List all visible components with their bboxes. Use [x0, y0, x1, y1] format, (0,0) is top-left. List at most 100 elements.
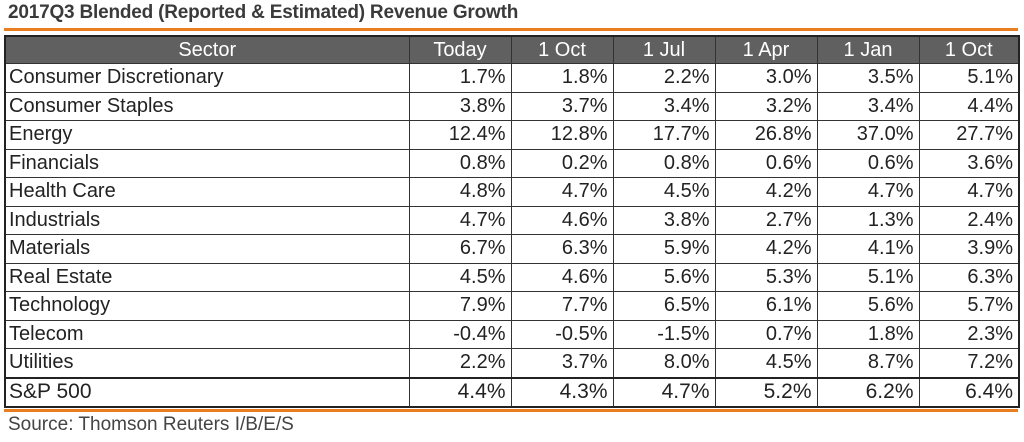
value-cell: 4.2%: [714, 177, 818, 207]
value-cell: 1.8%: [816, 319, 920, 349]
value-cell: 4.5%: [612, 177, 716, 207]
value-cell: 7.9%: [408, 291, 512, 321]
value-cell: 6.2%: [816, 376, 920, 408]
table-row: Energy 12.4% 12.8% 17.7% 26.8% 37.0% 27.7%: [4, 120, 1020, 150]
value-cell: 5.1%: [816, 262, 920, 292]
table-row: Utilities 2.2% 3.7% 8.0% 4.5% 8.7% 7.2%: [4, 348, 1020, 378]
sector-cell: Energy: [4, 120, 410, 150]
value-cell: 17.7%: [612, 120, 716, 150]
value-cell: 26.8%: [714, 120, 818, 150]
value-cell: 4.1%: [816, 234, 920, 264]
value-cell: 5.1%: [918, 63, 1020, 93]
value-cell: 4.5%: [408, 262, 512, 292]
value-cell: 7.2%: [918, 348, 1020, 378]
bottom-accent-rule: [4, 409, 1018, 412]
revenue-growth-table: Sector Today 1 Oct 1 Jul 1 Apr 1 Jan 1 Oct Con…: [4, 35, 1020, 408]
value-cell: 4.4%: [408, 376, 512, 408]
value-cell: 3.6%: [918, 148, 1020, 178]
column-header-4: 1 Apr: [714, 35, 818, 64]
value-cell: 5.6%: [612, 262, 716, 292]
table-row: Consumer Discretionary 1.7% 1.8% 2.2% 3.0% 3.…: [4, 63, 1020, 93]
value-cell: 6.7%: [408, 234, 512, 264]
value-cell: 0.8%: [612, 148, 716, 178]
value-cell: 3.5%: [816, 63, 920, 93]
table-row: S&P 500 4.4% 4.3% 4.7% 5.2% 6.2% 6.4%: [4, 376, 1020, 408]
table-row: Industrials 4.7% 4.6% 3.8% 2.7% 1.3% 2.4%: [4, 205, 1020, 235]
sector-cell: Real Estate: [4, 262, 410, 292]
value-cell: 2.2%: [408, 348, 512, 378]
value-cell: 5.7%: [918, 291, 1020, 321]
sector-cell: Financials: [4, 148, 410, 178]
table-title: 2017Q3 Blended (Reported & Estimated) Re…: [8, 2, 519, 23]
value-cell: 5.6%: [816, 291, 920, 321]
value-cell: 12.8%: [510, 120, 614, 150]
value-cell: 4.4%: [918, 91, 1020, 121]
value-cell: 2.2%: [612, 63, 716, 93]
value-cell: -0.5%: [510, 319, 614, 349]
value-cell: 3.4%: [612, 91, 716, 121]
value-cell: 3.9%: [918, 234, 1020, 264]
table-row: Health Care 4.8% 4.7% 4.5% 4.2% 4.7% 4.7%: [4, 177, 1020, 207]
value-cell: 0.8%: [408, 148, 512, 178]
value-cell: 3.7%: [510, 348, 614, 378]
value-cell: 0.6%: [714, 148, 818, 178]
value-cell: 3.0%: [714, 63, 818, 93]
value-cell: 4.5%: [714, 348, 818, 378]
value-cell: 4.8%: [408, 177, 512, 207]
value-cell: 4.7%: [918, 177, 1020, 207]
value-cell: 7.7%: [510, 291, 614, 321]
value-cell: 6.5%: [612, 291, 716, 321]
source-note: Source: Thomson Reuters I/B/E/S: [8, 414, 294, 435]
value-cell: 2.4%: [918, 205, 1020, 235]
value-cell: 1.8%: [510, 63, 614, 93]
value-cell: -0.4%: [408, 319, 512, 349]
top-accent-rule: [4, 28, 1018, 31]
value-cell: 4.2%: [714, 234, 818, 264]
column-header-sector: Sector: [4, 35, 410, 64]
value-cell: 0.2%: [510, 148, 614, 178]
value-cell: 3.4%: [816, 91, 920, 121]
table-row: Consumer Staples 3.8% 3.7% 3.4% 3.2% 3.4% 4.4%: [4, 91, 1020, 121]
value-cell: 6.4%: [918, 376, 1020, 408]
sector-cell: Materials: [4, 234, 410, 264]
table-row: Materials 6.7% 6.3% 5.9% 4.2% 4.1% 3.9%: [4, 234, 1020, 264]
table-row: Real Estate 4.5% 4.6% 5.6% 5.3% 5.1% 6.3%: [4, 262, 1020, 292]
value-cell: 3.8%: [408, 91, 512, 121]
value-cell: 4.6%: [510, 262, 614, 292]
value-cell: 1.7%: [408, 63, 512, 93]
column-header-6: 1 Oct: [918, 35, 1020, 64]
value-cell: 1.3%: [816, 205, 920, 235]
column-header-1: Today: [408, 35, 512, 64]
sector-cell: Consumer Discretionary: [4, 63, 410, 93]
value-cell: 8.7%: [816, 348, 920, 378]
value-cell: -1.5%: [612, 319, 716, 349]
value-cell: 6.1%: [714, 291, 818, 321]
value-cell: 4.3%: [510, 376, 614, 408]
value-cell: 6.3%: [918, 262, 1020, 292]
table-row: Telecom -0.4% -0.5% -1.5% 0.7% 1.8% 2.3%: [4, 319, 1020, 349]
value-cell: 0.6%: [816, 148, 920, 178]
value-cell: 2.7%: [714, 205, 818, 235]
sector-cell: Technology: [4, 291, 410, 321]
column-header-2: 1 Oct: [510, 35, 614, 64]
value-cell: 0.7%: [714, 319, 818, 349]
sector-cell: S&P 500: [4, 376, 410, 408]
value-cell: 5.2%: [714, 376, 818, 408]
column-header-3: 1 Jul: [612, 35, 716, 64]
value-cell: 2.3%: [918, 319, 1020, 349]
value-cell: 3.7%: [510, 91, 614, 121]
sector-cell: Utilities: [4, 348, 410, 378]
value-cell: 8.0%: [612, 348, 716, 378]
column-header-5: 1 Jan: [816, 35, 920, 64]
value-cell: 3.8%: [612, 205, 716, 235]
value-cell: 12.4%: [408, 120, 512, 150]
value-cell: 5.3%: [714, 262, 818, 292]
table-row: Technology 7.9% 7.7% 6.5% 6.1% 5.6% 5.7%: [4, 291, 1020, 321]
header-row: Sector Today 1 Oct 1 Jul 1 Apr 1 Jan 1 Oct: [4, 35, 1020, 64]
sector-cell: Consumer Staples: [4, 91, 410, 121]
value-cell: 5.9%: [612, 234, 716, 264]
sector-cell: Industrials: [4, 205, 410, 235]
value-cell: 37.0%: [816, 120, 920, 150]
value-cell: 4.7%: [510, 177, 614, 207]
value-cell: 4.6%: [510, 205, 614, 235]
